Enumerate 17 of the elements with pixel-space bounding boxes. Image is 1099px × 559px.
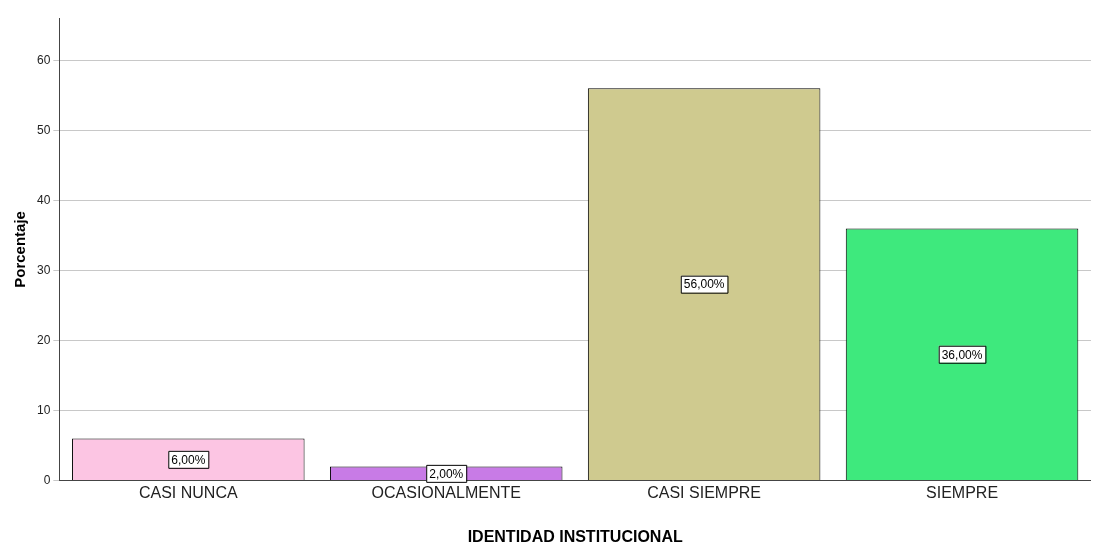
- y-tick-label: 20: [36, 332, 51, 347]
- data-label: 36,00%: [941, 347, 983, 362]
- x-tick-label: CASI SIEMPRE: [647, 483, 762, 501]
- y-tick-label: 10: [36, 402, 51, 417]
- y-tick-label: 50: [36, 122, 51, 137]
- y-axis-title: Porcentaje: [11, 211, 29, 288]
- data-label: 6,00%: [171, 452, 206, 467]
- data-label: 2,00%: [429, 466, 464, 481]
- x-tick-label: OCASIONALMENTE: [371, 483, 521, 501]
- x-tick-label: SIEMPRE: [926, 483, 999, 501]
- x-axis-title: IDENTIDAD INSTITUCIONAL: [467, 527, 683, 545]
- y-tick-label: 40: [36, 192, 51, 207]
- y-tick-label: 60: [36, 52, 51, 67]
- y-tick-label: 0: [43, 472, 51, 487]
- x-tick-label: CASI NUNCA: [138, 483, 238, 501]
- data-label: 56,00%: [683, 277, 725, 292]
- y-tick-label: 30: [36, 262, 51, 277]
